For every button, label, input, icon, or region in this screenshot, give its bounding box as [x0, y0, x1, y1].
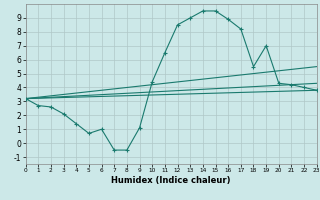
X-axis label: Humidex (Indice chaleur): Humidex (Indice chaleur) — [111, 176, 231, 185]
